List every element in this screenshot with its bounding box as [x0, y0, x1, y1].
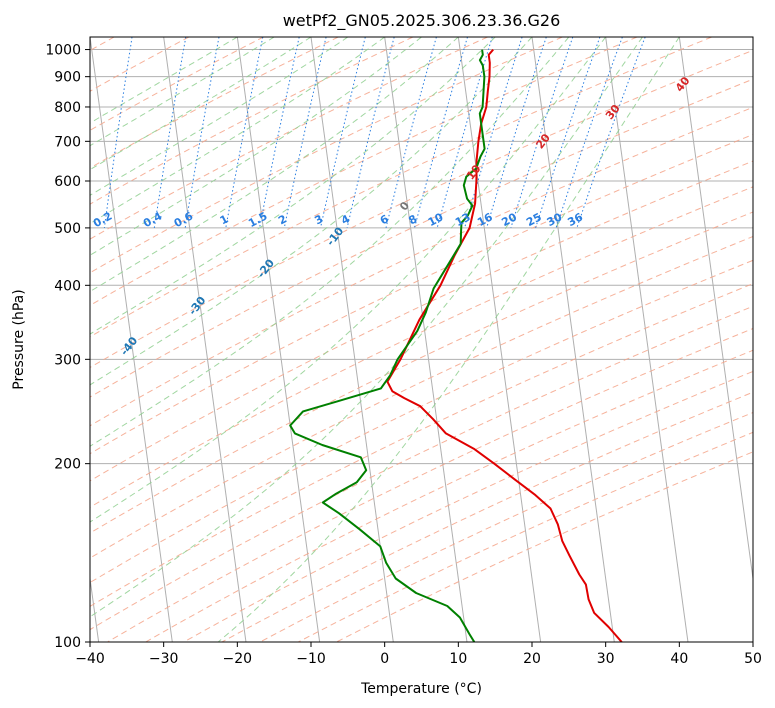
moist-adiabats [90, 37, 680, 642]
moist-adiabat-line [90, 37, 349, 196]
x-tick-label: −20 [223, 651, 253, 667]
mixing-ratio-label: 16 [475, 210, 495, 229]
x-tick-label: 40 [670, 651, 688, 667]
dry-adiabat-line [90, 160, 753, 482]
plot-frame [89, 36, 754, 643]
moist-adiabat-line [90, 37, 496, 335]
dry-adiabat-line [90, 259, 753, 584]
x-axis-label: Temperature (°C) [360, 681, 482, 697]
moist-adiabat-line [90, 37, 422, 256]
y-tick-label: 400 [54, 278, 81, 294]
dry-adiabat-line [90, 133, 753, 455]
mixing-ratio-label: 10 [426, 210, 446, 229]
dry-adiabat-line [221, 391, 753, 642]
moist-adiabat-line [90, 37, 643, 618]
x-tick-label: 0 [380, 651, 389, 667]
dewpoint-profile [289, 49, 486, 642]
isotherm-line [678, 37, 753, 583]
moist-adiabat-line [217, 37, 680, 642]
y-tick-label: 800 [54, 100, 81, 116]
y-tick-label: 200 [54, 457, 81, 473]
isobar-grid [90, 49, 753, 642]
mixing-ratio-line [385, 37, 437, 229]
dry-adiabat-line [90, 37, 563, 274]
dry-adiabat-line [90, 186, 753, 508]
mixing-ratio-label: 20 [499, 210, 519, 229]
isotherm-line [531, 37, 615, 642]
dry-adiabat-line [90, 211, 753, 534]
mixing-ratio-lines [103, 37, 646, 229]
mixing-ratio-line [283, 37, 327, 228]
x-tick-label: −10 [296, 651, 326, 667]
chart-title: wetPf2_GN05.2025.306.23.36.G26 [283, 11, 561, 31]
mixing-ratio-line [153, 37, 187, 228]
dry-adiabat-line [145, 349, 753, 642]
mixing-ratio-line [576, 37, 646, 229]
y-tick-label: 300 [54, 352, 81, 368]
isotherm-line [236, 37, 321, 642]
x-tick-label: 10 [449, 651, 467, 667]
dry-adiabat-line [90, 49, 753, 369]
mixing-ratio-line [510, 37, 574, 229]
isotherm-grid [90, 37, 753, 642]
y-tick-label: 100 [54, 635, 81, 651]
mixing-ratio-line [535, 37, 601, 229]
isotherm-line [163, 37, 247, 642]
moist-adiabat-line [90, 37, 275, 147]
dry-adiabat-line [90, 37, 712, 338]
y-tick-label: 900 [54, 70, 81, 86]
mixing-ratio-line [486, 37, 547, 229]
dry-adiabat-line [90, 235, 753, 559]
mixing-ratio-label: 30 [545, 210, 565, 229]
mixing-ratio-line [464, 37, 523, 229]
isotherm-line [457, 37, 542, 642]
mixing-ratio-line [225, 37, 264, 228]
dry-adiabat-line [90, 78, 753, 398]
isotherm-line [605, 37, 689, 642]
x-tick-label: −30 [149, 651, 179, 667]
mixing-ratio-line [259, 37, 300, 228]
mixing-ratio-label: 36 [565, 210, 585, 229]
x-tick-label: 50 [744, 651, 762, 667]
moist-adiabat-line [90, 37, 607, 523]
x-tick-label: 20 [523, 651, 541, 667]
y-tick-label: 1000 [45, 43, 81, 59]
dry-adiabat-line [336, 451, 753, 642]
x-tick-label: 30 [597, 651, 615, 667]
x-tick-label: −40 [75, 651, 105, 667]
moist-adiabat-line [90, 37, 385, 225]
mixing-ratio-line [346, 37, 395, 229]
temperature-profile [386, 48, 623, 642]
mixing-ratio-line [103, 37, 133, 228]
dry-adiabat-line [298, 431, 753, 642]
dry-adiabat-line [90, 305, 753, 631]
dry-adiabat-line [90, 283, 753, 607]
dry-adiabat-line [90, 106, 753, 427]
dry-adiabat-line [107, 327, 753, 642]
mixing-ratio-line [320, 37, 366, 229]
moist-adiabat-line [90, 37, 533, 386]
mixing-ratio-line [414, 37, 468, 229]
dry-adiabat-line [259, 411, 753, 642]
moist-adiabat-line [90, 37, 238, 124]
y-tick-label: 700 [54, 134, 81, 150]
y-tick-label: 500 [54, 221, 81, 237]
dry-adiabat-line [90, 37, 488, 240]
mixing-ratio-label: 25 [524, 210, 544, 229]
y-tick-label: 600 [54, 174, 81, 190]
y-axis-label: Pressure (hPa) [11, 289, 27, 389]
moist-adiabat-line [90, 37, 570, 447]
axes: −40 −30 −20 −10 0 10 20 30 40 50 100 200 300 400 500 60… [45, 43, 762, 667]
isotherm-line [90, 37, 173, 642]
mixing-ratio-line [555, 37, 623, 229]
plot-area [90, 37, 753, 642]
mixing-ratio-line [184, 37, 220, 228]
isotherm-line [384, 37, 468, 642]
mixing-ratio-label: 13 [453, 210, 473, 229]
moist-adiabat-line [90, 37, 459, 293]
